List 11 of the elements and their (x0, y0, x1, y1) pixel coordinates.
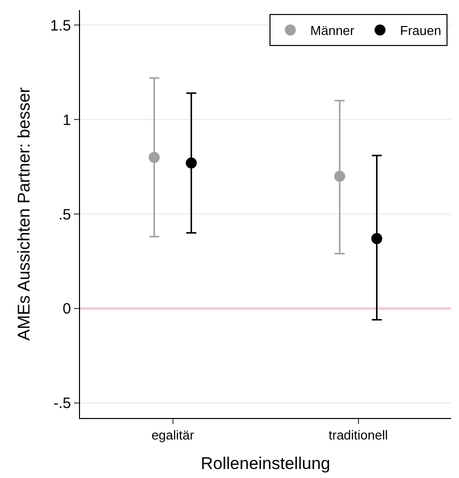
y-tick-label: 1.5 (50, 17, 71, 34)
y-tick-label: 1 (62, 112, 71, 129)
x-tick-label: traditionell (328, 428, 388, 443)
x-axis-title: Rolleneinstellung (200, 454, 330, 473)
y-axis-title: AMEs Aussichten Partner: besser (14, 87, 34, 341)
y-tick-label: .5 (58, 206, 71, 224)
legend-label: Frauen (400, 23, 442, 38)
legend-label: Männer (310, 23, 356, 38)
y-tick-label: -.5 (53, 395, 71, 412)
y-tick-label: 0 (62, 300, 71, 318)
x-tick-label: egalitär (151, 428, 195, 443)
